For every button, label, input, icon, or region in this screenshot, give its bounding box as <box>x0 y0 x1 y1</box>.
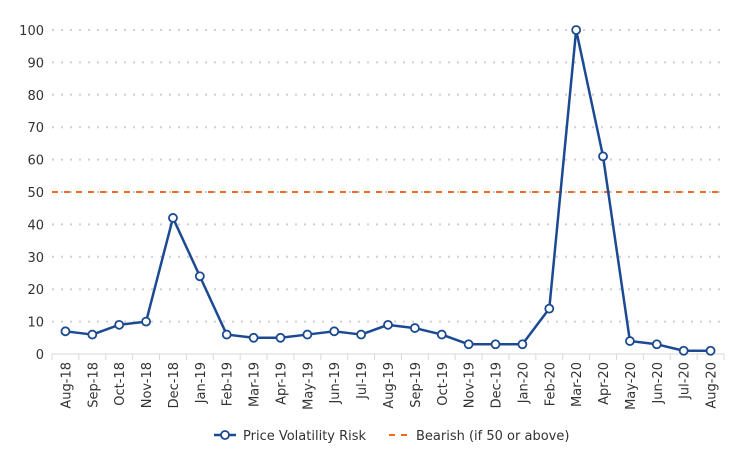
data-point <box>168 213 178 223</box>
data-point <box>490 339 501 350</box>
data-point <box>329 326 340 337</box>
y-tick-label: 60 <box>27 154 44 169</box>
y-tick-label: 10 <box>27 316 44 331</box>
x-tick-label: Jul-19 <box>355 362 370 400</box>
data-point <box>625 336 635 346</box>
x-tick-label: Nov-18 <box>140 362 155 408</box>
y-tick-label: 0 <box>36 348 44 363</box>
data-point <box>248 332 259 343</box>
data-point <box>302 329 313 340</box>
y-tick-label: 100 <box>19 24 44 39</box>
x-axis: Aug-18 Sep-18 Oct-18 Nov-18 Dec-18 Jan-19 Feb-… <box>51 353 725 410</box>
data-point <box>463 339 474 350</box>
y-axis: 0 10 20 30 40 50 60 70 80 90 100 <box>19 24 44 363</box>
data-point <box>114 319 125 330</box>
data-point <box>356 329 367 340</box>
x-tick-label: Jun-20 <box>651 362 666 405</box>
data-point <box>544 303 555 314</box>
y-tick-label: 70 <box>27 121 44 136</box>
x-tick-label: Nov-19 <box>463 362 478 408</box>
x-tick-label: Aug-20 <box>705 362 720 409</box>
legend-marker-icon <box>220 430 230 440</box>
x-tick-label: May-19 <box>301 362 316 410</box>
data-point <box>409 323 420 333</box>
legend: Price Volatility Risk Bearish (if 50 or … <box>214 429 569 444</box>
y-tick-label: 50 <box>27 186 44 201</box>
data-point <box>221 329 232 340</box>
x-tick-label: Aug-19 <box>382 362 397 409</box>
legend-item-bearish[interactable]: Bearish (if 50 or above) <box>389 429 569 444</box>
x-tick-label: Aug-18 <box>59 362 74 409</box>
x-tick-label: Oct-18 <box>113 362 128 406</box>
x-tick-label: Jan-19 <box>194 362 209 404</box>
x-tick-label: Sep-18 <box>86 362 101 408</box>
data-point <box>87 329 98 340</box>
y-tick-label: 90 <box>27 56 44 71</box>
x-tick-label: Jun-19 <box>328 362 343 405</box>
x-tick-label: Oct-19 <box>436 362 451 406</box>
y-tick-label: 80 <box>27 89 44 104</box>
y-tick-label: 40 <box>27 218 44 233</box>
data-point <box>194 271 205 282</box>
x-tick-label: Apr-19 <box>274 362 289 405</box>
x-tick-label: Jan-20 <box>516 362 531 404</box>
data-point <box>275 332 286 343</box>
data-point <box>598 151 608 162</box>
series-line <box>65 28 711 353</box>
x-tick-label: Dec-18 <box>167 362 182 408</box>
series <box>60 25 716 356</box>
x-tick-label: Feb-19 <box>221 362 236 406</box>
data-point <box>651 339 662 350</box>
x-tick-label: Jul-20 <box>678 362 693 400</box>
x-tick-label: Dec-19 <box>490 362 505 408</box>
gridlines <box>52 29 724 323</box>
x-tick-label: Mar-19 <box>248 362 263 407</box>
x-tick-label: Apr-20 <box>597 362 612 405</box>
x-tick-label: Mar-20 <box>570 362 585 407</box>
data-point <box>678 345 689 356</box>
data-point <box>436 329 447 340</box>
x-tick-label: Feb-20 <box>543 362 558 406</box>
legend-item-series[interactable]: Price Volatility Risk <box>214 429 367 444</box>
y-tick-label: 20 <box>27 283 44 298</box>
legend-label-bearish: Bearish (if 50 or above) <box>416 429 569 444</box>
x-tick-label: May-20 <box>624 362 639 410</box>
data-point <box>571 25 582 35</box>
data-point <box>383 319 393 330</box>
data-point <box>517 339 528 350</box>
data-point <box>141 316 151 327</box>
data-point <box>60 326 71 337</box>
y-tick-label: 30 <box>27 251 44 266</box>
x-tick-label: Sep-19 <box>409 362 424 408</box>
legend-label-series: Price Volatility Risk <box>243 429 367 444</box>
data-point <box>705 345 716 356</box>
